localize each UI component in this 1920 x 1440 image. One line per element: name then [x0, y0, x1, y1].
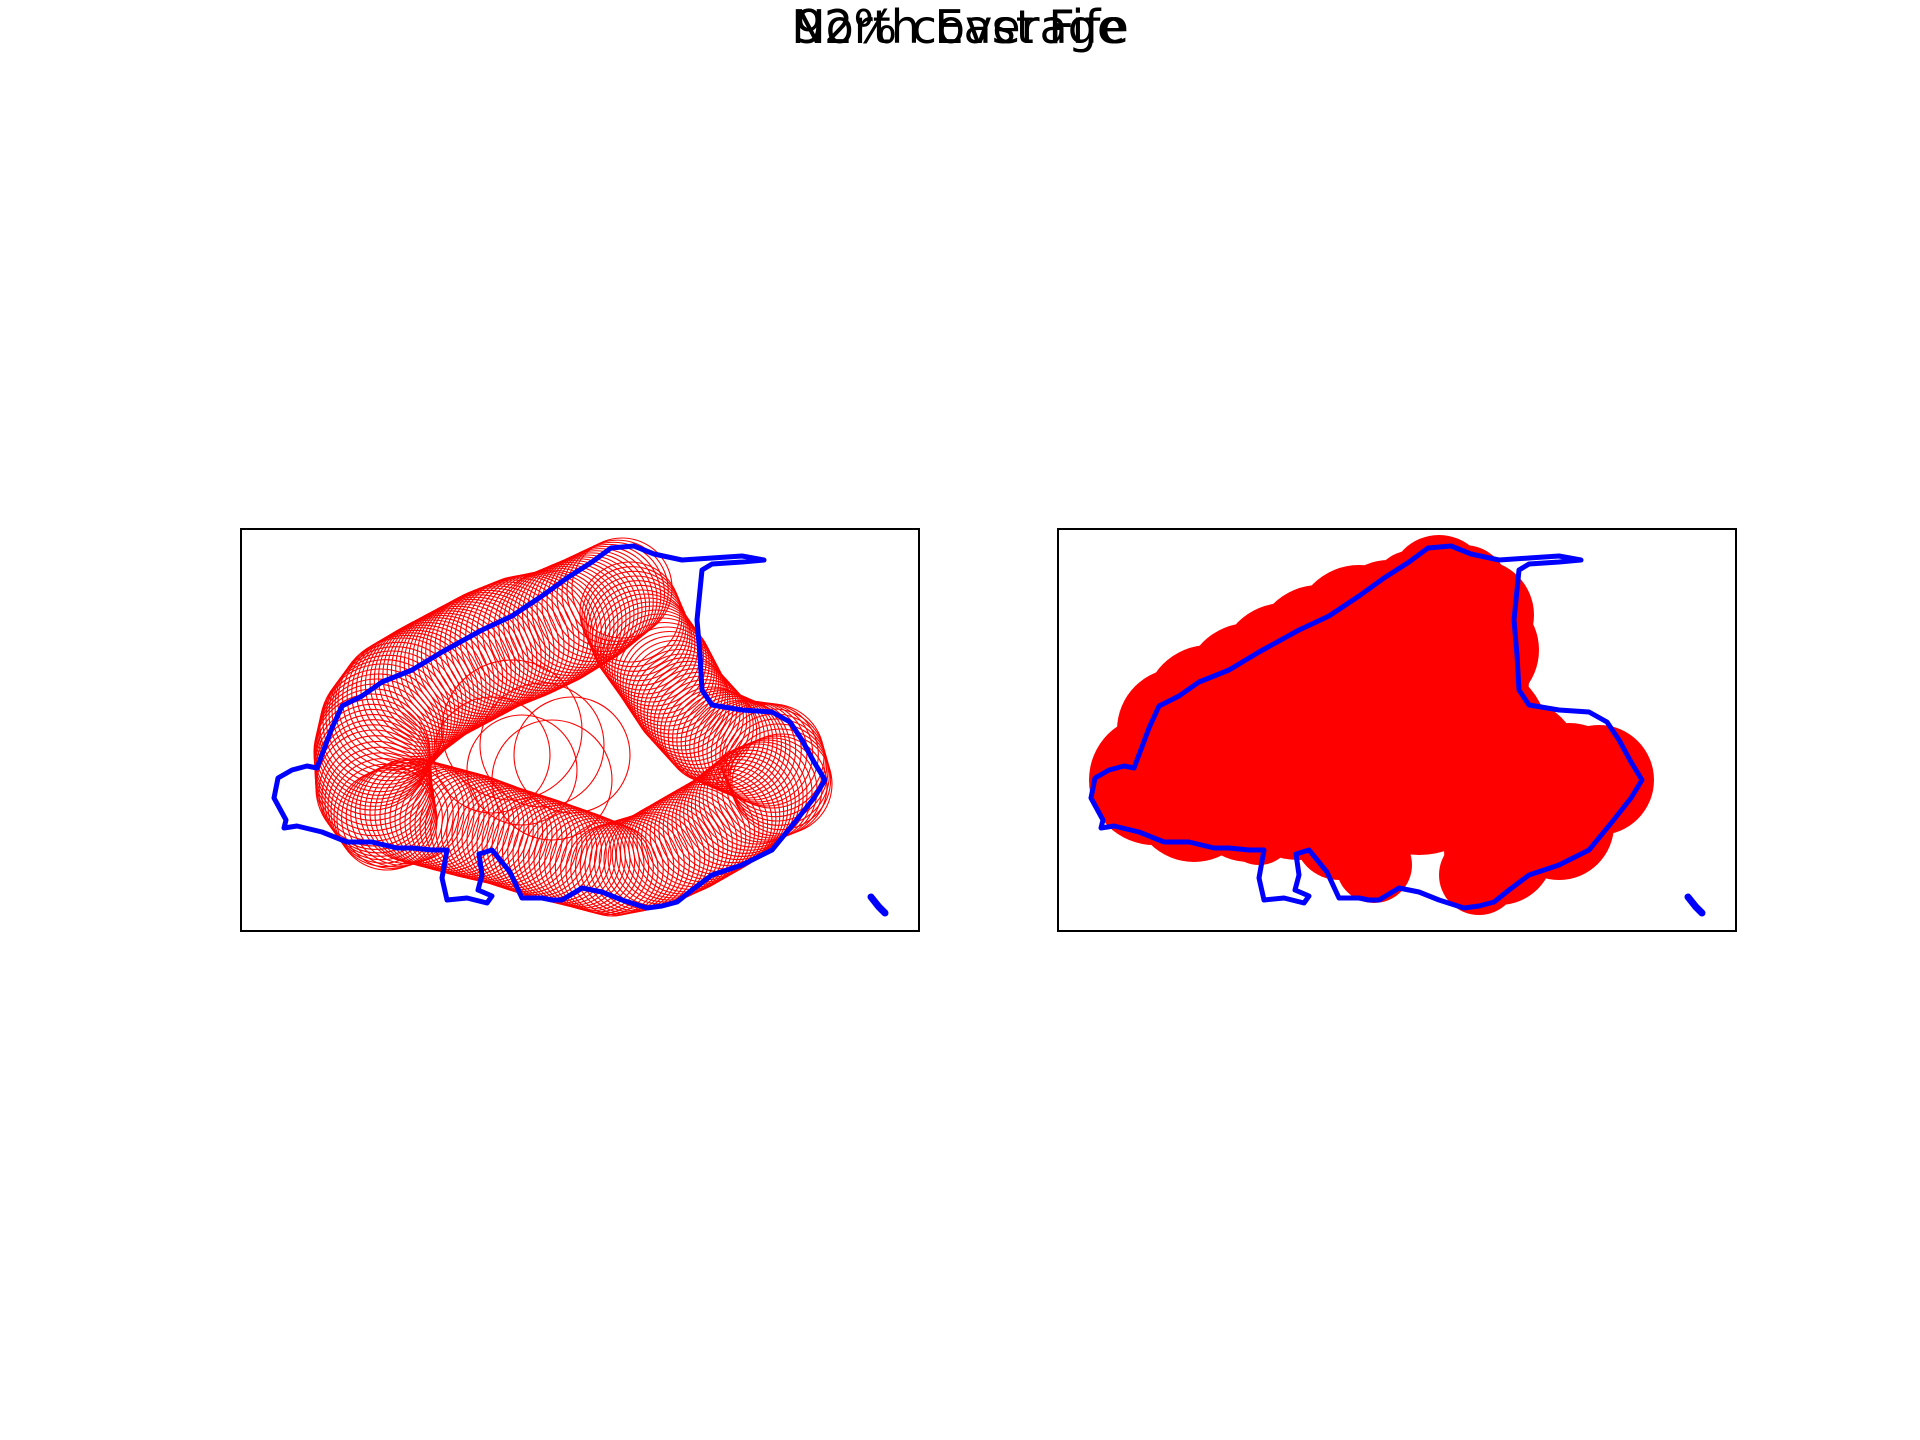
coverage-circle: [660, 682, 758, 780]
coverage-circle: [434, 585, 560, 711]
coverage-circle: [656, 679, 754, 777]
coverage-circle: [538, 813, 636, 910]
islet-boundary: [867, 893, 889, 917]
coverage-circle: [627, 644, 727, 743]
coverage-circle: [350, 762, 454, 866]
coverage-circle: [554, 819, 650, 914]
coverage-circle: [544, 815, 640, 912]
coverage-circle: [334, 641, 463, 771]
coverage-circle: [341, 767, 443, 869]
coverage-circle: [345, 764, 449, 868]
coverage-circle: [433, 696, 551, 814]
coverage-circle: [560, 821, 654, 916]
coverage-circle: [684, 695, 782, 793]
coverage-circle: [441, 659, 583, 801]
coverage-circle: [403, 601, 529, 727]
coverage-circle: [579, 561, 681, 663]
coverage-circle: [676, 692, 774, 790]
coverage-circle: [382, 612, 508, 738]
coverage-circle: [1294, 790, 1384, 880]
coverage-circle: [589, 584, 691, 686]
coverage-circle: [683, 762, 785, 864]
coverage-circle: [549, 817, 645, 913]
map-panel-outline-circles: [240, 528, 920, 932]
islet-boundary: [1684, 893, 1706, 917]
coverage-circle: [727, 723, 830, 826]
coverage-circle: [1224, 795, 1294, 865]
region-boundary: [271, 543, 828, 911]
coverage-circle: [643, 664, 741, 762]
coverage-circle: [694, 752, 796, 854]
coverage-circle: [439, 583, 565, 709]
coverage-circle: [360, 624, 487, 751]
coverage-circle: [690, 755, 792, 857]
coverage-circle: [602, 605, 704, 707]
figure-subtitle: 92% coverage: [794, 0, 1126, 54]
coverage-circle: [611, 617, 713, 719]
coverage-circle: [466, 714, 578, 826]
coverage-circle: [679, 765, 781, 867]
coverage-circle: [322, 659, 449, 785]
coverage-circle: [449, 579, 575, 705]
coverage-circle: [479, 682, 605, 808]
coverage-circle: [399, 603, 525, 729]
coverage-circle: [619, 630, 720, 731]
coverage-circle: [608, 613, 710, 715]
coverage-circle: [591, 589, 693, 691]
coverage-fill: [1089, 535, 1654, 915]
coverage-circle: [687, 759, 789, 861]
coverage-circle: [625, 639, 724, 739]
coverage-circle: [512, 561, 627, 677]
coverage-circle: [646, 668, 744, 766]
coverage-circle: [416, 594, 542, 720]
coverage-circle: [711, 741, 813, 843]
map-canvas-left: [271, 537, 889, 917]
coverage-circle: [667, 688, 765, 786]
coverage-circle: [446, 782, 548, 885]
coverage-circle: [325, 654, 452, 782]
coverage-circle: [587, 580, 689, 682]
map-panel-filled-coverage: [1057, 528, 1737, 932]
coverage-circle: [412, 596, 538, 722]
coverage-circle: [328, 650, 456, 778]
coverage-circle: [491, 719, 613, 841]
coverage-circle: [1419, 545, 1509, 635]
map-canvas-right: [1088, 535, 1706, 917]
coverage-circle: [476, 792, 578, 894]
region-boundary: [1088, 543, 1645, 911]
coverage-circle: [614, 621, 715, 723]
coverage-circle: [373, 617, 499, 743]
coverage-circle: [517, 806, 617, 905]
coverage-circle: [594, 593, 696, 695]
coverage-circle: [471, 790, 573, 893]
coverage-circle: [583, 570, 685, 672]
coverage-circle: [512, 804, 612, 904]
coverage-circle: [585, 575, 687, 677]
coverage-circle: [1249, 640, 1389, 780]
coverage-circle: [507, 563, 623, 679]
coverage-circle: [622, 635, 722, 735]
coverage-circle: [424, 775, 530, 880]
coverage-circle: [337, 637, 467, 767]
coverage-circle: [581, 566, 683, 668]
figure-title: North East Fife: [791, 0, 1129, 54]
coverage-circle: [355, 627, 483, 754]
coverage-circle: [419, 773, 525, 879]
coverage-circles: [313, 537, 833, 917]
coverage-circle: [531, 554, 643, 666]
coverage-circle: [513, 696, 631, 814]
coverage-circle: [390, 608, 516, 734]
